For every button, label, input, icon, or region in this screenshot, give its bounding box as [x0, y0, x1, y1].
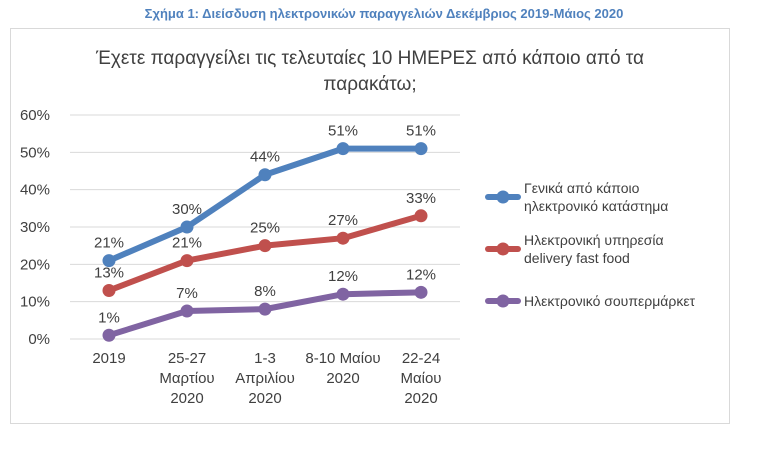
legend-swatch-marker [496, 190, 510, 204]
x-tick-label-line: 2019 [92, 350, 125, 367]
data-point [414, 285, 428, 299]
chart-frame [10, 28, 730, 424]
gridlines [70, 114, 460, 340]
data-point [336, 231, 350, 245]
x-tick-label: 1-3 Απριλίου 2020 [235, 350, 295, 407]
data-label: 7% [176, 285, 198, 302]
data-label: 12% [406, 266, 436, 283]
data-label: 21% [172, 235, 202, 252]
data-label: 44% [250, 149, 280, 166]
data-label: 51% [328, 123, 358, 140]
data-point [414, 142, 428, 156]
x-tick-label-line: Απριλίου [235, 370, 295, 387]
data-point [102, 254, 116, 268]
data-labels: 21% 30% 44% 51% 51% 13% 21% 25% 27% 33% 1% 7% 8% 12% 1… [94, 123, 436, 327]
legend-label-line: ηλεκτρονικό κατάστημα [524, 198, 668, 214]
data-label: 1% [98, 309, 120, 326]
x-tick-label-line: 2020 [326, 370, 359, 387]
data-point [336, 287, 350, 301]
data-point [180, 220, 194, 234]
data-label: 33% [406, 190, 436, 207]
legend-swatch-marker [496, 294, 510, 308]
x-tick-label-line: Μαρτίου [159, 370, 214, 387]
legend-label-line: Γενικά από κάποιο [524, 180, 640, 196]
x-tick-label-line: 25-27 [168, 350, 206, 367]
x-tick-label-line: 22-24 [402, 350, 440, 367]
data-point [102, 283, 116, 297]
y-tick-label: 10% [20, 294, 50, 311]
chart-title-line-1: Έχετε παραγγείλει τις τελευταίες 10 ΗΜΕΡ… [95, 48, 645, 69]
x-tick-label-line: 2020 [404, 390, 437, 407]
series-points [102, 142, 428, 342]
y-tick-label: 0% [28, 331, 50, 348]
x-tick-label-line: 2020 [170, 390, 203, 407]
x-tick-label-line: Μαίου [400, 370, 441, 387]
y-tick-label: 60% [20, 107, 50, 124]
y-tick-label: 20% [20, 256, 50, 273]
x-tick-label: 25-27 Μαρτίου 2020 [159, 350, 214, 407]
legend-entry-label: Ηλεκτρονική υπηρεσία delivery fast food [524, 232, 664, 266]
legend-entry-label: Γενικά από κάποιο ηλεκτρονικό κατάστημα [524, 180, 668, 214]
chart-title: Έχετε παραγγείλει τις τελευταίες 10 ΗΜΕΡ… [70, 46, 670, 98]
x-tick-label-line: 8-10 Μαίου [305, 350, 380, 367]
legend-label-line: Ηλεκτρονική υπηρεσία [524, 232, 664, 248]
data-label: 27% [328, 212, 358, 229]
data-label: 51% [406, 123, 436, 140]
legend-swatch-marker [496, 242, 510, 256]
data-label: 21% [94, 235, 124, 252]
data-label: 25% [250, 220, 280, 237]
data-point [258, 239, 272, 253]
data-label: 13% [94, 264, 124, 281]
x-tick-label: 2019 [92, 350, 125, 367]
data-label: 12% [328, 268, 358, 285]
y-tick-label: 30% [20, 219, 50, 236]
data-point [180, 254, 194, 268]
legend-entry-label: Ηλεκτρονικό σουπερμάρκετ [524, 293, 696, 309]
x-tick-label-line: 2020 [248, 390, 281, 407]
x-tick-label: 8-10 Μαίου 2020 [305, 350, 380, 387]
data-point [258, 168, 272, 182]
figure-caption: Σχήμα 1: Διείσδυση ηλεκτρονικών παραγγελ… [144, 6, 624, 21]
legend-label-line: Ηλεκτρονικό σουπερμάρκετ [524, 293, 696, 309]
x-tick-label-line: 1-3 [254, 350, 276, 367]
y-tick-label: 50% [20, 144, 50, 161]
data-point [414, 209, 428, 223]
data-point [180, 304, 194, 318]
data-point [258, 302, 272, 316]
data-point [102, 328, 116, 342]
chart-title-line-2: παρακάτω; [323, 74, 417, 95]
data-point [336, 142, 350, 156]
y-tick-label: 40% [20, 182, 50, 199]
legend-label-line: delivery fast food [524, 250, 630, 266]
y-axis: 0% 10% 20% 30% 40% 50% 60% [20, 107, 50, 348]
legend: Γενικά από κάποιο ηλεκτρονικό κατάστημα Ηλ… [485, 180, 696, 309]
data-label: 8% [254, 283, 276, 300]
data-label: 30% [172, 201, 202, 218]
x-tick-label: 22-24 Μαίου 2020 [400, 350, 441, 407]
